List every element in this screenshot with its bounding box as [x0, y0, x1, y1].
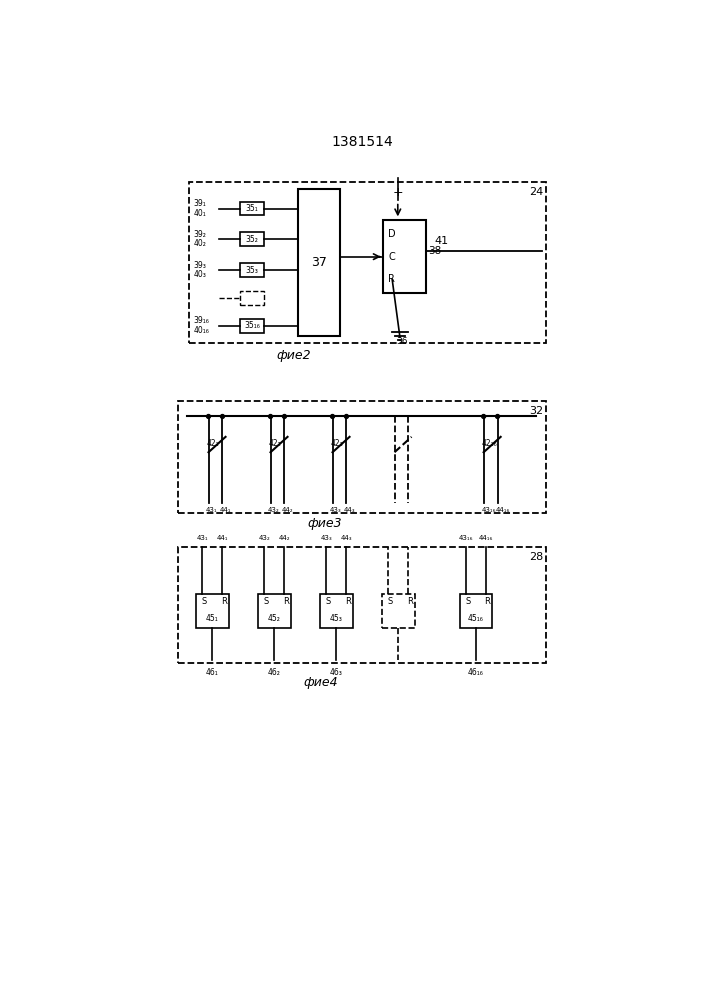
Text: 40₃: 40₃ [194, 270, 206, 279]
Text: 42₃: 42₃ [331, 439, 344, 448]
Text: 35₁₆: 35₁₆ [244, 321, 260, 330]
Text: 43₂: 43₂ [268, 507, 280, 513]
Circle shape [481, 415, 486, 418]
Text: R: R [407, 597, 413, 606]
Text: 45₁: 45₁ [206, 614, 218, 623]
Bar [240, 202, 264, 215]
Text: S: S [325, 597, 331, 606]
Text: 44₂: 44₂ [282, 507, 293, 513]
Text: 43₁₆: 43₁₆ [459, 535, 473, 541]
Text: D: D [388, 229, 396, 239]
Text: 42₁₆: 42₁₆ [482, 439, 498, 448]
Text: 40₁₆: 40₁₆ [194, 326, 210, 335]
Text: 35₂: 35₂ [245, 235, 258, 244]
Bar [177, 401, 546, 513]
Text: 35₃: 35₃ [245, 266, 258, 275]
Text: S: S [465, 597, 470, 606]
Text: фие3: фие3 [308, 517, 342, 530]
Text: 37: 37 [311, 256, 327, 269]
Text: фие2: фие2 [276, 349, 311, 362]
Text: 41: 41 [434, 236, 448, 246]
Text: 42₁: 42₁ [207, 439, 220, 448]
Text: 36: 36 [397, 337, 408, 346]
Text: 46₁₆: 46₁₆ [468, 668, 484, 677]
Text: 39₁: 39₁ [194, 199, 206, 208]
Circle shape [331, 415, 334, 418]
Text: S: S [264, 597, 269, 606]
Text: 44₂: 44₂ [279, 535, 291, 541]
Bar [382, 594, 414, 628]
Text: 39₁₆: 39₁₆ [194, 316, 210, 325]
Bar [383, 220, 426, 293]
Text: фие4: фие4 [303, 676, 338, 689]
Text: 43₁: 43₁ [206, 507, 218, 513]
Text: 46₃: 46₃ [330, 668, 343, 677]
Text: C: C [388, 252, 395, 262]
Bar [240, 232, 264, 246]
Bar [298, 189, 340, 336]
Text: 38: 38 [428, 246, 442, 256]
Text: R: R [484, 597, 490, 606]
Bar [240, 263, 264, 277]
Circle shape [269, 415, 272, 418]
Text: 44₁₆: 44₁₆ [479, 535, 493, 541]
Text: 43₁: 43₁ [197, 535, 208, 541]
Text: 39₃: 39₃ [194, 261, 206, 270]
Circle shape [496, 415, 500, 418]
Text: +: + [392, 186, 403, 199]
Text: R: R [221, 597, 227, 606]
Text: 24: 24 [530, 187, 544, 197]
Text: R: R [388, 274, 395, 284]
Circle shape [206, 415, 211, 418]
Bar [240, 291, 264, 305]
Bar [189, 182, 546, 343]
Circle shape [283, 415, 286, 418]
Text: 45₁₆: 45₁₆ [468, 614, 484, 623]
Text: 44₁: 44₁ [220, 507, 232, 513]
Bar [240, 319, 264, 333]
Text: 46₁: 46₁ [206, 668, 218, 677]
Text: S: S [387, 597, 393, 606]
Text: R: R [345, 597, 351, 606]
Text: 44₃: 44₃ [344, 507, 356, 513]
Text: 43₃: 43₃ [330, 507, 341, 513]
Text: 42₂: 42₂ [269, 439, 281, 448]
Text: 46₂: 46₂ [268, 668, 281, 677]
Text: 28: 28 [530, 552, 544, 562]
Circle shape [221, 415, 224, 418]
Text: 44₃: 44₃ [341, 535, 352, 541]
Bar [177, 547, 546, 663]
Bar [460, 594, 492, 628]
Text: 1381514: 1381514 [331, 135, 393, 149]
Text: 44₁: 44₁ [217, 535, 228, 541]
Text: 40₁: 40₁ [194, 209, 206, 218]
Text: 44₁₆: 44₁₆ [495, 507, 510, 513]
Text: S: S [201, 597, 206, 606]
Text: 39₂: 39₂ [194, 230, 206, 239]
Text: 43₁₆: 43₁₆ [481, 507, 496, 513]
Bar [196, 594, 228, 628]
Text: 40₂: 40₂ [194, 239, 206, 248]
Text: 45₂: 45₂ [268, 614, 281, 623]
Bar [320, 594, 353, 628]
Circle shape [344, 415, 349, 418]
Text: 43₃: 43₃ [320, 535, 332, 541]
Text: 32: 32 [530, 406, 544, 416]
Bar [258, 594, 291, 628]
Text: 43₂: 43₂ [259, 535, 270, 541]
Text: 45₃: 45₃ [330, 614, 343, 623]
Text: R: R [283, 597, 288, 606]
Text: 35₁: 35₁ [245, 204, 258, 213]
